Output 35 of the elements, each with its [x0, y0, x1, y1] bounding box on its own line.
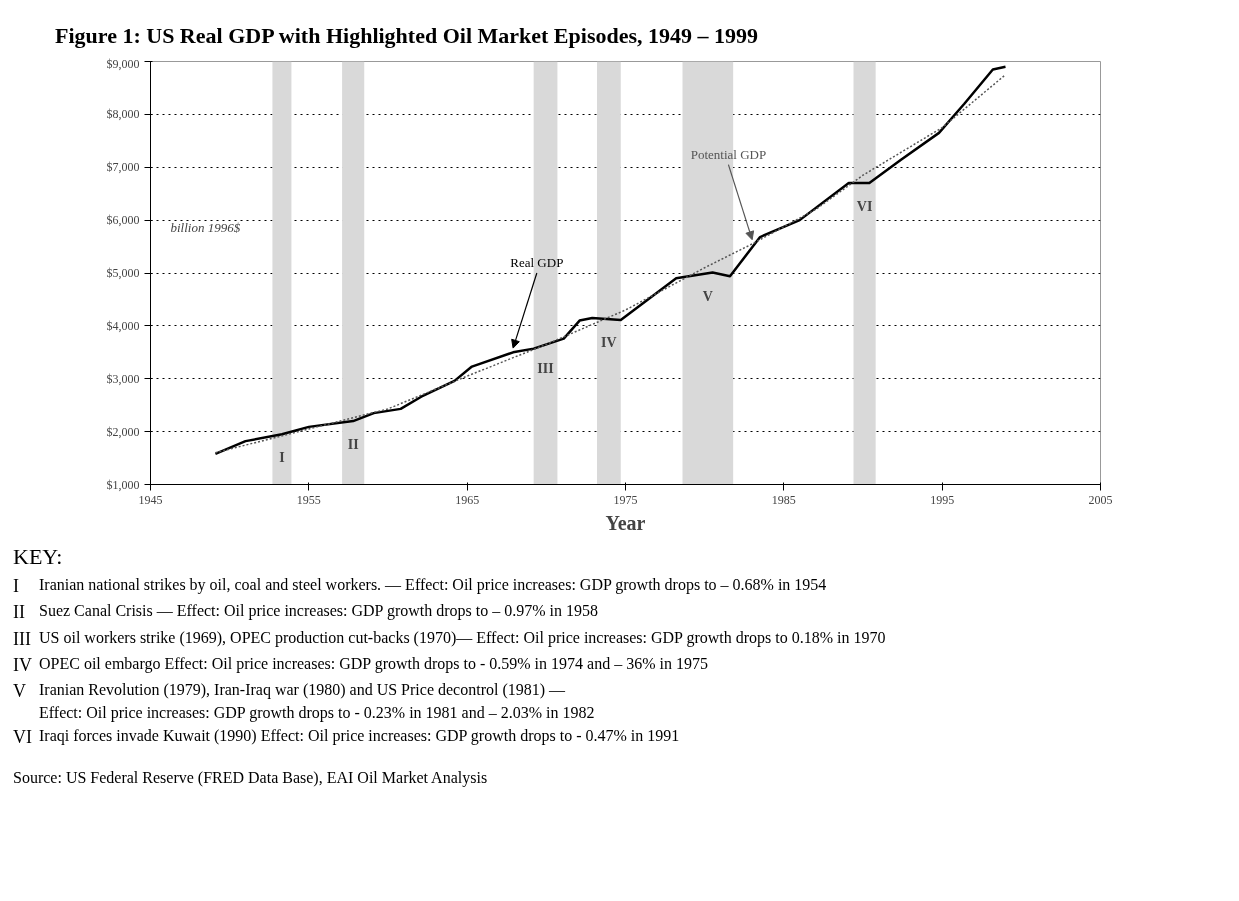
y-tick-label: $3,000 — [106, 372, 140, 387]
text: II Suez Canal Crisis — Effect: Oil price increases: GDP growth drops to – 0.97% in 1958 — [13, 601, 599, 625]
text: III US oil workers strike (1969), OPEC production cut-backs (1970)— Effect: Oil price increases: GDP growth drops to 0.18% in 1970 — [13, 627, 886, 651]
y-axis-title: billion 1996$ — [170, 219, 241, 235]
y-tick-label: $1,000 — [106, 477, 140, 492]
y-tick-label: $4,000 — [106, 319, 140, 334]
band-label: IV — [601, 335, 617, 351]
y-tick-label: $8,000 — [106, 107, 140, 122]
band-label: I — [279, 450, 285, 466]
band-label: V — [702, 289, 713, 305]
x-tick-label: 1995 — [930, 492, 955, 507]
text: VI Iraqi forces invade Kuwait (1990) Effect: Oil price increases: GDP growth drops to - 0.47% in 1991 — [13, 726, 680, 750]
y-tick-label: $5,000 — [106, 266, 140, 281]
source-note: Source: US Federal Reserve (FRED Data Base), EAI Oil Market Analysis — [13, 768, 489, 789]
band-label: VI — [856, 199, 873, 215]
y-tick-label: $2,000 — [106, 425, 140, 440]
x-tick-label: 1965 — [455, 492, 480, 507]
text: Real GDP — [510, 255, 564, 271]
text: I Iranian national strikes by oil, coal and steel workers. — Effect: Oil price increases: GDP growth drops to – 0.68% in 1954 — [13, 575, 827, 599]
chart-title: Figure 1: US Real GDP with Highlighted Oil Market Episodes, 1949 – 1999 — [55, 23, 759, 48]
x-tick-label: 2005 — [1088, 492, 1113, 507]
x-tick-label: 1945 — [138, 492, 163, 507]
y-tick-label: $6,000 — [106, 213, 140, 228]
x-axis-title: Year — [605, 511, 646, 534]
text: V Iranian Revolution (1979), Iran-Iraq war (1980) and US Price decontrol (1981) — Effect: Oil price increases: GDP growth drops to - 0.23% in 1981 and – 2.03% in 1982 — [13, 679, 595, 724]
x-tick-label: 1985 — [771, 492, 796, 507]
x-tick-label: 1975 — [613, 492, 638, 507]
band-label: II — [347, 437, 359, 453]
band-label: III — [537, 361, 554, 377]
y-tick-label: $7,000 — [106, 160, 140, 175]
text: IV OPEC oil embargo Effect: Oil price increases: GDP growth drops to - 0.59% in 1974 and – 36% in 1975 — [13, 653, 708, 677]
x-tick-label: 1955 — [296, 492, 321, 507]
y-tick-label: $9,000 — [106, 56, 140, 71]
text: Potential GDP — [690, 147, 767, 163]
text: KEY: — [13, 543, 64, 572]
